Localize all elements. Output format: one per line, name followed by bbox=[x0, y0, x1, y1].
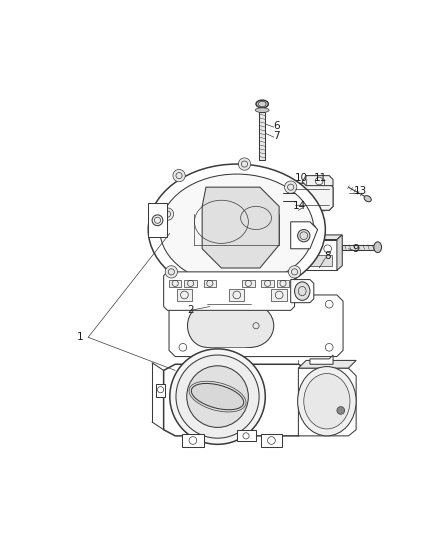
Circle shape bbox=[176, 355, 259, 438]
Ellipse shape bbox=[228, 304, 274, 348]
Text: 11: 11 bbox=[313, 173, 327, 183]
Polygon shape bbox=[298, 360, 356, 368]
Circle shape bbox=[238, 158, 251, 170]
Polygon shape bbox=[202, 187, 279, 268]
Polygon shape bbox=[310, 355, 333, 364]
Circle shape bbox=[152, 215, 163, 225]
Ellipse shape bbox=[255, 108, 269, 112]
Ellipse shape bbox=[148, 164, 325, 295]
Bar bbox=[169, 280, 181, 287]
Text: 10: 10 bbox=[295, 173, 308, 183]
Circle shape bbox=[290, 195, 294, 199]
Circle shape bbox=[161, 208, 173, 220]
Polygon shape bbox=[169, 295, 343, 357]
Text: 6: 6 bbox=[273, 120, 280, 131]
Bar bbox=[261, 280, 274, 287]
Text: 2: 2 bbox=[187, 305, 194, 316]
Bar bbox=[204, 280, 216, 287]
Ellipse shape bbox=[191, 383, 244, 410]
Bar bbox=[229, 289, 244, 301]
Ellipse shape bbox=[304, 374, 350, 429]
Circle shape bbox=[288, 265, 301, 278]
Ellipse shape bbox=[374, 242, 381, 253]
Circle shape bbox=[170, 349, 265, 445]
Circle shape bbox=[187, 366, 248, 427]
Polygon shape bbox=[182, 434, 204, 447]
Polygon shape bbox=[302, 175, 333, 185]
Polygon shape bbox=[164, 272, 294, 310]
Polygon shape bbox=[298, 368, 356, 436]
Bar bbox=[207, 304, 251, 348]
Ellipse shape bbox=[298, 367, 356, 436]
Bar bbox=[259, 112, 265, 160]
Polygon shape bbox=[164, 364, 310, 436]
Circle shape bbox=[285, 190, 299, 204]
Text: 1: 1 bbox=[77, 332, 84, 342]
Circle shape bbox=[304, 223, 316, 236]
Bar bbox=[177, 289, 192, 301]
Ellipse shape bbox=[294, 282, 310, 301]
Polygon shape bbox=[148, 203, 167, 237]
Text: 9: 9 bbox=[353, 244, 360, 254]
Circle shape bbox=[285, 181, 297, 193]
Polygon shape bbox=[294, 183, 333, 210]
Bar bbox=[277, 280, 289, 287]
Circle shape bbox=[337, 407, 345, 414]
Polygon shape bbox=[291, 280, 314, 303]
Ellipse shape bbox=[187, 304, 226, 348]
Bar bbox=[184, 280, 197, 287]
Text: 13: 13 bbox=[353, 186, 367, 196]
Polygon shape bbox=[337, 235, 342, 270]
Text: 14: 14 bbox=[293, 201, 307, 212]
Circle shape bbox=[165, 265, 177, 278]
Circle shape bbox=[288, 193, 296, 201]
Text: 7: 7 bbox=[273, 131, 280, 141]
Bar bbox=[242, 280, 254, 287]
Bar bbox=[272, 289, 287, 301]
Polygon shape bbox=[237, 430, 256, 441]
Polygon shape bbox=[298, 230, 310, 235]
Ellipse shape bbox=[256, 100, 268, 108]
Polygon shape bbox=[278, 183, 333, 210]
Circle shape bbox=[173, 169, 185, 182]
Bar bbox=[342, 245, 375, 249]
Text: 8: 8 bbox=[325, 252, 331, 262]
Polygon shape bbox=[298, 239, 337, 270]
Ellipse shape bbox=[364, 196, 371, 202]
Ellipse shape bbox=[160, 174, 314, 285]
Polygon shape bbox=[291, 222, 318, 249]
Polygon shape bbox=[261, 434, 282, 447]
Polygon shape bbox=[298, 235, 342, 239]
Polygon shape bbox=[156, 384, 165, 397]
Bar bbox=[302, 255, 332, 265]
Circle shape bbox=[298, 230, 310, 242]
Ellipse shape bbox=[258, 101, 266, 107]
